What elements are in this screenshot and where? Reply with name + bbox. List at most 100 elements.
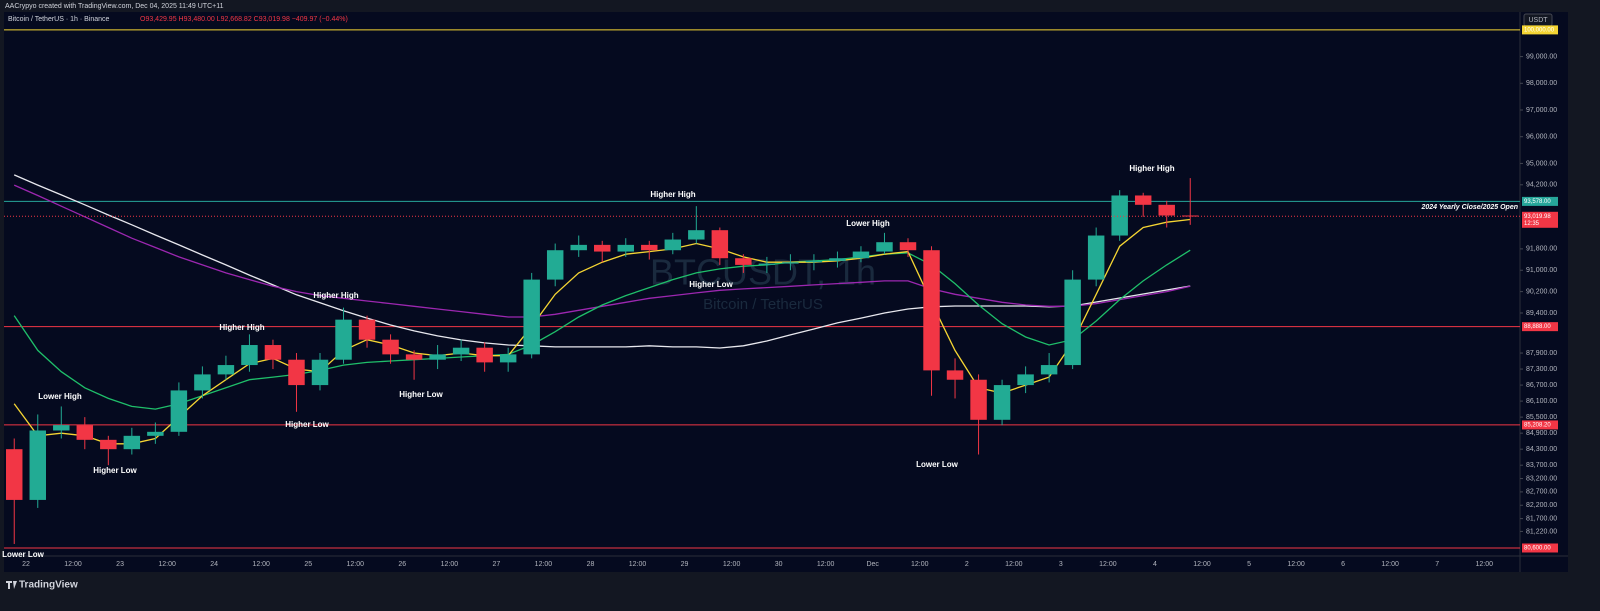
candle-body	[241, 345, 258, 366]
countdown: 12:35	[1524, 221, 1540, 227]
level-label: 100,000.00	[1524, 27, 1555, 33]
x-tick-label: 12:00	[817, 561, 835, 568]
annotation: Lower High	[38, 392, 82, 401]
candle-body	[476, 347, 493, 363]
candle-body	[1017, 374, 1034, 386]
candle-body	[829, 258, 846, 261]
annotation: Higher Low	[399, 390, 443, 399]
candle-body	[688, 230, 705, 240]
candle-body	[993, 385, 1011, 420]
x-tick-label: 3	[1059, 561, 1063, 568]
y-tick-label: 81,700.00	[1526, 515, 1557, 522]
x-tick-label: 27	[493, 561, 501, 568]
annotation: Lower High	[846, 219, 890, 228]
candle-body	[758, 263, 776, 265]
candle-body	[1134, 195, 1152, 205]
candle-body	[899, 242, 917, 251]
candle-body	[664, 239, 682, 251]
level-tag	[1522, 196, 1558, 206]
x-tick-label: 23	[116, 561, 124, 568]
candle-body	[264, 345, 282, 360]
x-tick-label: 22	[22, 561, 30, 568]
annotation: Lower Low	[916, 460, 959, 469]
candle-body	[382, 339, 399, 355]
annotation: Higher Low	[93, 466, 137, 475]
candle-body	[876, 242, 893, 252]
candle-body	[546, 250, 564, 280]
candle-body	[617, 244, 634, 252]
y-tick-label: 83,700.00	[1526, 462, 1557, 469]
candle-body	[852, 251, 870, 259]
candle-body	[194, 374, 211, 391]
candle-body	[946, 370, 964, 380]
x-tick-label: 2	[965, 561, 969, 568]
y-tick-label: 86,700.00	[1526, 382, 1557, 389]
candle-body	[311, 359, 329, 386]
y-tick-label: 83,200.00	[1526, 475, 1557, 482]
x-tick-label: 12:00	[1099, 561, 1117, 568]
candle-body	[523, 279, 540, 355]
candle-body	[76, 425, 94, 440]
y-tick-label: 87,300.00	[1526, 366, 1557, 373]
candle-body	[170, 390, 188, 432]
last-price-label: 93,019.98	[1524, 214, 1551, 220]
ohlc: O93,429.95 H93,480.00 L92,668.82 C93,019…	[140, 16, 348, 23]
annotation: Higher High	[219, 323, 264, 332]
candle-body	[1158, 204, 1175, 216]
x-tick-label: 12:00	[911, 561, 929, 568]
y-tick-label: 87,900.00	[1526, 350, 1557, 357]
candle-body	[53, 425, 70, 431]
annotation: Higher Low	[689, 280, 733, 289]
x-tick-label: 6	[1341, 561, 1345, 568]
x-tick-label: 30	[775, 561, 783, 568]
x-tick-label: 12:00	[723, 561, 741, 568]
ma-line	[13, 184, 1191, 318]
level-tag	[1522, 420, 1558, 430]
level-label: 88,888.00	[1524, 324, 1551, 330]
y-tick-label: 82,700.00	[1526, 489, 1557, 496]
candle-body	[335, 319, 352, 360]
annotation: Higher High	[650, 190, 695, 199]
candle-body	[570, 244, 587, 251]
y-tick-label: 96,000.00	[1526, 134, 1557, 141]
annotation: Higher High	[313, 291, 358, 300]
y-tick-label: 90,200.00	[1526, 288, 1557, 295]
x-tick-label: 7	[1435, 561, 1439, 568]
watermark: BTCUSDT, 1h	[650, 252, 876, 293]
candle-body	[641, 244, 658, 251]
x-tick-label: 24	[210, 561, 218, 568]
x-tick-label: 12:00	[158, 561, 176, 568]
annotation: Higher High	[1129, 164, 1174, 173]
last-price-tag	[1522, 211, 1558, 228]
candle-body	[29, 430, 46, 500]
x-tick-label: 12:00	[629, 561, 647, 568]
ma-line	[13, 174, 1191, 349]
candle-body	[123, 435, 141, 450]
y-tick-label: 98,000.00	[1526, 80, 1557, 87]
y-tick-label: 85,500.00	[1526, 414, 1557, 421]
candle-body	[782, 262, 799, 264]
candle-body	[805, 260, 823, 263]
level-tag	[1522, 322, 1558, 332]
y-tick-label: 95,000.00	[1526, 160, 1557, 167]
x-tick-label: Dec	[866, 561, 879, 568]
y-tick-label: 82,200.00	[1526, 502, 1557, 509]
x-tick-label: 5	[1247, 561, 1251, 568]
y-tick-label: 97,000.00	[1526, 107, 1557, 114]
candle-body	[735, 258, 752, 265]
x-tick-label: 12:00	[441, 561, 459, 568]
x-tick-label: 25	[304, 561, 312, 568]
y-tick-label: 99,000.00	[1526, 53, 1557, 60]
y-tick-label: 84,900.00	[1526, 430, 1557, 437]
annotation: Lower Low	[2, 550, 45, 559]
candle-body	[217, 365, 235, 375]
x-tick-label: 12:00	[1381, 561, 1399, 568]
y-tick-label: 86,100.00	[1526, 398, 1557, 405]
y-tick-label: 91,000.00	[1526, 267, 1557, 274]
candle-body	[429, 354, 446, 360]
x-tick-label: 12:00	[1475, 561, 1493, 568]
candle-body	[970, 379, 987, 420]
x-tick-label: 4	[1153, 561, 1157, 568]
x-tick-label: 12:00	[1287, 561, 1305, 568]
candle-body	[1111, 195, 1128, 236]
